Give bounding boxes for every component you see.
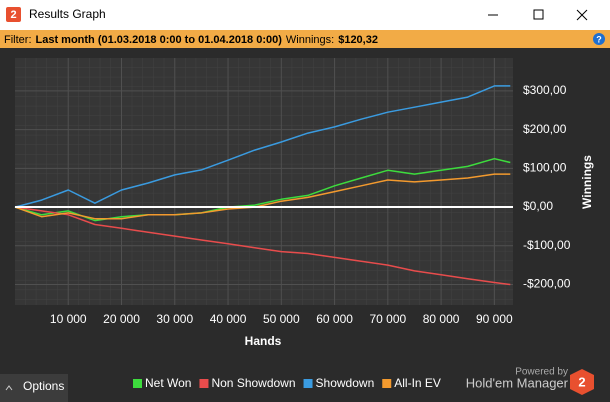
x-tick-label: 70 000 [369,312,406,326]
legend-swatch [199,379,209,388]
app-icon [6,7,21,22]
legend-swatch [303,379,313,388]
help-icon[interactable] [593,33,605,45]
x-axis-label: Hands [245,334,282,348]
legend-label: Non Showdown [211,376,295,390]
y-tick-label: $100,00 [523,161,567,175]
close-button[interactable] [576,9,588,21]
filter-bar [0,30,610,48]
minor-grid [15,58,513,305]
y-tick-label: -$200,00 [523,277,571,291]
maximize-button[interactable] [533,9,544,20]
legend-label: Showdown [316,376,375,390]
y-tick-label: -$100,00 [523,238,571,252]
legend-label: All-In EV [394,376,441,390]
brand-logo-text: 2 [578,374,585,389]
x-tick-label: 40 000 [210,312,247,326]
powered-by: Powered by [515,367,568,378]
x-tick-label: 90 000 [476,312,513,326]
filter-value: Last month (01.03.2018 0:00 to 01.04.201… [36,34,283,46]
y-tick-label: $300,00 [523,83,567,97]
options-chevron [5,385,13,391]
x-tick-label: 20 000 [103,312,140,326]
help-icon-text: ? [596,34,602,44]
series-line [14,173,511,220]
x-tick-label: 10 000 [50,312,87,326]
legend-swatch [133,379,142,388]
series-line [14,206,511,286]
x-tick-label: 50 000 [263,312,300,326]
series-line [14,85,511,208]
y-tick-label: $0,00 [523,199,553,213]
x-tick-label: 80 000 [423,312,460,326]
app-icon-text: 2 [10,9,16,21]
series-line [14,157,511,222]
brand-name: Hold'em Manager [466,375,569,390]
filter-label: Filter: [4,34,32,46]
options-text: Options [23,379,64,393]
x-tick-label: 30 000 [156,312,193,326]
legend-swatch [382,379,392,388]
window-title: Results Graph [29,7,106,21]
options-button[interactable] [0,374,68,402]
winnings-value: $120,32 [338,34,378,46]
y-tick-label: $200,00 [523,122,567,136]
title-bar [0,0,610,30]
brand-logo [570,369,594,395]
legend-label: Net Won [145,376,191,390]
y-axis-label: Winnings [580,155,594,209]
x-tick-label: 60 000 [316,312,353,326]
winnings-label: Winnings: [286,34,334,46]
